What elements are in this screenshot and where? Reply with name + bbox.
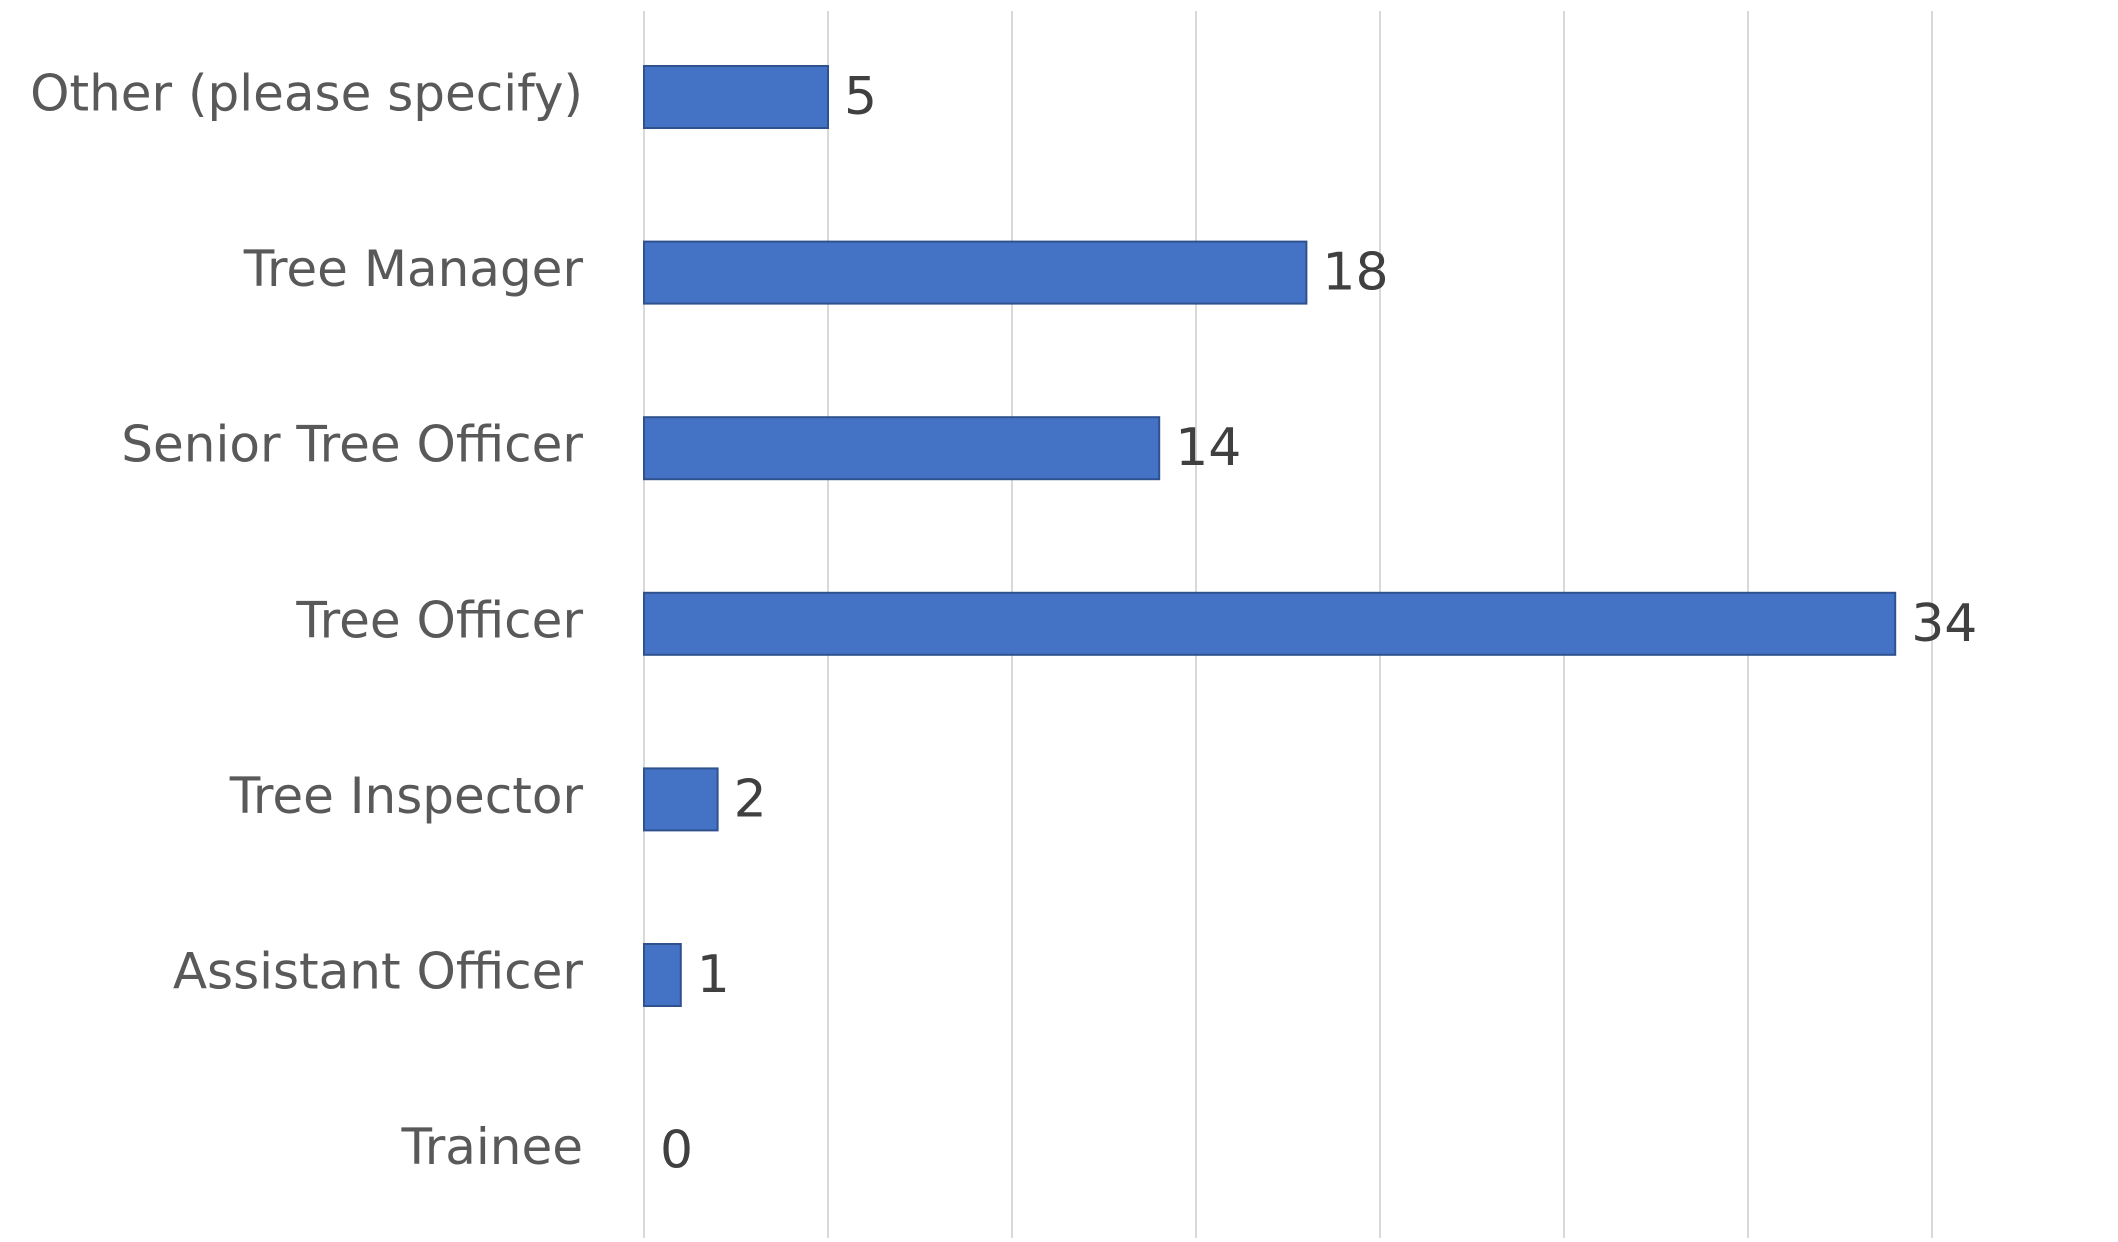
y-tick-label: Other (please specify) <box>30 65 583 123</box>
y-tick-label: Tree Officer <box>295 591 583 649</box>
value-label: 5 <box>844 67 877 127</box>
y-tick-label: Senior Tree Officer <box>121 416 583 474</box>
value-label: 1 <box>697 945 730 1005</box>
value-label: 18 <box>1322 243 1388 303</box>
bar <box>643 416 1161 481</box>
value-label: 2 <box>734 769 767 829</box>
value-label: 34 <box>1911 594 1977 654</box>
value-label: 0 <box>660 1121 693 1181</box>
bar <box>643 240 1308 305</box>
value-label: 14 <box>1175 418 1241 478</box>
bar <box>643 591 1897 656</box>
bar <box>643 65 829 129</box>
y-tick-label: Assistant Officer <box>173 943 584 1001</box>
y-tick-label: Tree Manager <box>243 240 584 298</box>
bar <box>643 767 719 832</box>
y-tick-label: Trainee <box>401 1118 584 1176</box>
bar <box>643 943 682 1007</box>
y-tick-label: Tree Inspector <box>229 767 584 825</box>
